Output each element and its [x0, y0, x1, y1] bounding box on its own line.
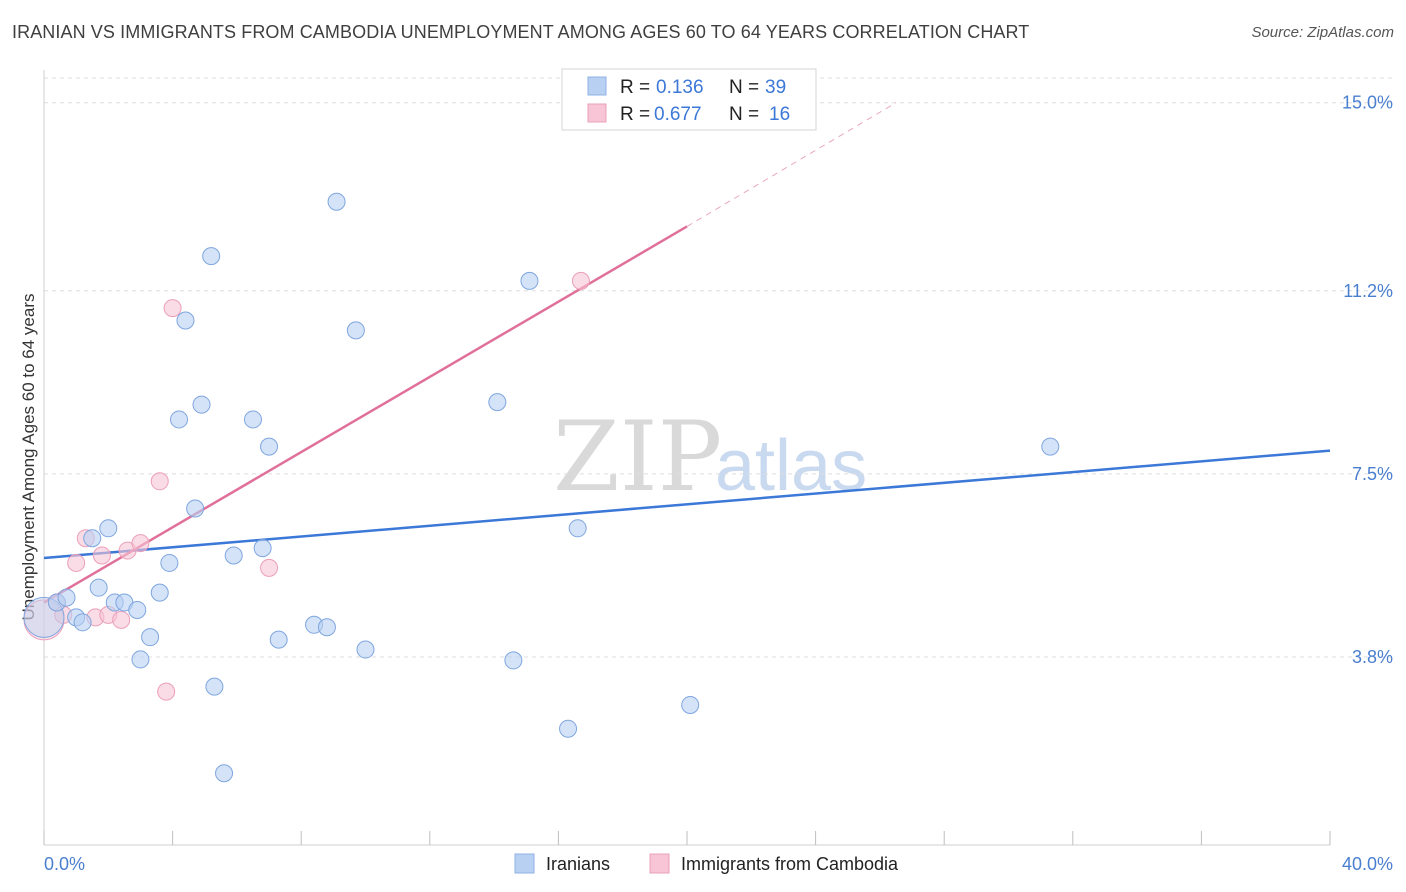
point-iranians — [160, 553, 179, 572]
y-tick-labels: 3.8% 7.5% 11.2% 15.0% — [1342, 93, 1393, 667]
points-cambodia — [23, 271, 590, 701]
point-iranians — [504, 651, 523, 670]
legend-n-value-2: 16 — [769, 104, 790, 125]
x-tick-label-max: 40.0% — [1342, 854, 1393, 874]
x-ticks — [43, 831, 1331, 845]
point-cambodia — [150, 472, 169, 491]
point-iranians — [176, 311, 195, 330]
bottom-legend-swatch-iranians — [514, 853, 535, 874]
point-cambodia — [112, 610, 131, 629]
points-iranians — [23, 192, 1060, 783]
point-iranians — [128, 600, 147, 619]
y-tick-label: 11.2% — [1343, 281, 1393, 301]
point-iranians — [83, 529, 102, 548]
legend-swatch-cambodia — [587, 103, 607, 123]
watermark-atlas: atlas — [715, 426, 867, 506]
point-iranians — [99, 519, 118, 538]
legend-n-label-2: N = — [729, 104, 759, 125]
point-iranians — [131, 650, 150, 669]
point-iranians — [681, 695, 700, 714]
y-axis-title: Unemployment Among Ages 60 to 64 years — [19, 294, 38, 621]
legend-r-label-1: R = — [620, 77, 650, 98]
point-cambodia — [163, 299, 182, 318]
point-iranians — [202, 247, 221, 266]
legend-r-label-2: R = — [620, 104, 650, 125]
point-iranians — [253, 539, 272, 558]
point-iranians — [317, 618, 336, 637]
bottom-legend-iranians: Iranians — [546, 854, 610, 874]
legend-n-value-1: 39 — [765, 77, 786, 98]
point-iranians — [568, 519, 587, 538]
point-iranians — [346, 321, 365, 340]
point-iranians — [356, 640, 375, 659]
y-tick-label: 7.5% — [1352, 464, 1393, 484]
point-cambodia — [67, 553, 86, 572]
point-iranians — [73, 613, 92, 632]
legend-r-value-2: 0.677 — [654, 104, 702, 125]
x-tick-label-min: 0.0% — [44, 854, 85, 874]
point-iranians — [559, 719, 578, 738]
point-iranians — [1041, 437, 1060, 456]
trend-lines — [43, 102, 1331, 604]
point-iranians — [224, 546, 243, 565]
point-cambodia — [131, 534, 150, 553]
chart-title: IRANIAN VS IMMIGRANTS FROM CAMBODIA UNEM… — [12, 22, 1030, 42]
trend-line-iranians — [43, 449, 1331, 560]
y-tick-label: 3.8% — [1352, 647, 1393, 667]
legend-r-value-1: 0.136 — [656, 77, 704, 98]
point-iranians — [260, 437, 279, 456]
point-iranians — [520, 271, 539, 290]
point-iranians — [327, 192, 346, 211]
point-cambodia — [157, 682, 176, 701]
point-iranians — [192, 395, 211, 414]
legend-box: R = 0.136 N = 39 R = 0.677 N = 16 — [561, 68, 817, 131]
source-label: Source: ZipAtlas.com — [1251, 24, 1394, 41]
bottom-legend: Iranians Immigrants from Cambodia — [514, 853, 899, 874]
watermark-zip: ZIP — [553, 401, 722, 513]
legend-n-label-1: N = — [729, 77, 759, 98]
point-iranians — [488, 393, 507, 412]
point-iranians — [205, 677, 224, 696]
point-iranians — [215, 764, 234, 783]
bottom-legend-swatch-cambodia — [649, 853, 670, 874]
gridlines — [44, 77, 1392, 658]
point-iranians — [186, 499, 205, 518]
point-cambodia — [260, 558, 279, 577]
y-tick-label: 15.0% — [1342, 93, 1393, 113]
point-iranians — [170, 410, 189, 429]
point-iranians — [243, 410, 262, 429]
point-cambodia — [92, 546, 111, 565]
point-iranians — [89, 578, 108, 597]
point-cambodia — [571, 271, 590, 290]
point-iranians — [141, 628, 160, 647]
point-iranians — [57, 588, 76, 607]
bottom-legend-cambodia: Immigrants from Cambodia — [681, 854, 899, 874]
trend-line-cambodia-extension — [686, 102, 897, 227]
point-iranians — [150, 583, 169, 602]
point-iranians — [269, 630, 288, 649]
legend-swatch-iranians — [587, 76, 607, 96]
